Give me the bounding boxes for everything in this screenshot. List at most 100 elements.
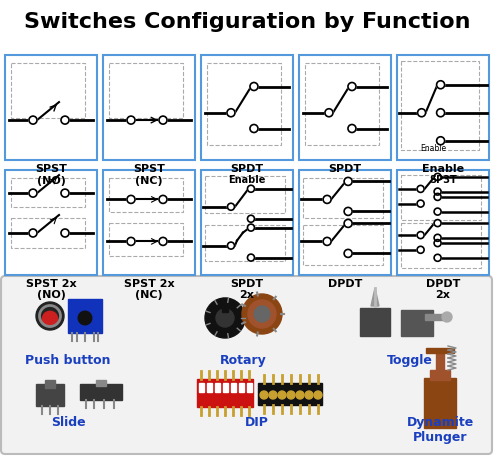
Circle shape	[434, 188, 441, 195]
Bar	[11, 63, 85, 117]
Circle shape	[36, 302, 64, 330]
Text: SPDT: SPDT	[231, 164, 263, 174]
Text: Push button: Push button	[25, 354, 111, 367]
Bar	[207, 63, 281, 145]
Circle shape	[344, 207, 352, 215]
Circle shape	[418, 109, 426, 117]
Circle shape	[127, 237, 135, 245]
Circle shape	[442, 312, 452, 322]
Bar	[11, 218, 85, 248]
Circle shape	[248, 300, 276, 328]
Bar	[201, 55, 293, 160]
Bar	[103, 170, 195, 275]
Circle shape	[437, 137, 445, 145]
Circle shape	[61, 116, 69, 124]
Circle shape	[417, 186, 424, 192]
FancyBboxPatch shape	[1, 276, 492, 454]
Circle shape	[269, 391, 277, 399]
Bar	[397, 170, 489, 275]
Text: Rotary: Rotary	[220, 354, 266, 367]
Bar	[207, 383, 212, 392]
Bar	[197, 379, 253, 407]
Circle shape	[242, 294, 282, 334]
Bar	[436, 350, 444, 372]
Circle shape	[248, 254, 254, 261]
Circle shape	[417, 246, 424, 253]
Bar	[401, 310, 433, 336]
Circle shape	[296, 391, 304, 399]
Bar	[109, 223, 183, 256]
Text: SPDT: SPDT	[329, 164, 361, 174]
Circle shape	[323, 237, 331, 245]
Circle shape	[305, 391, 313, 399]
Text: 2x: 2x	[436, 290, 450, 300]
Circle shape	[78, 311, 92, 325]
Circle shape	[434, 220, 441, 227]
Bar	[430, 370, 450, 380]
Circle shape	[348, 124, 356, 133]
Bar	[397, 55, 489, 160]
Circle shape	[344, 250, 352, 257]
Bar	[231, 383, 236, 392]
Text: SPST
(NC): SPST (NC)	[133, 164, 165, 186]
Circle shape	[348, 83, 356, 90]
Circle shape	[417, 200, 424, 207]
Circle shape	[159, 237, 167, 245]
Circle shape	[278, 391, 286, 399]
Bar	[299, 55, 391, 160]
Bar	[215, 383, 220, 392]
Bar	[68, 299, 102, 333]
Bar	[205, 224, 285, 261]
Bar	[424, 378, 456, 428]
Bar	[223, 383, 228, 392]
Bar	[96, 380, 106, 386]
Bar	[5, 170, 97, 275]
Bar	[109, 178, 183, 212]
Circle shape	[254, 306, 270, 322]
Text: Slide: Slide	[50, 416, 85, 429]
Text: Enable: Enable	[228, 175, 266, 185]
Circle shape	[127, 116, 135, 124]
Circle shape	[205, 298, 245, 338]
Circle shape	[437, 81, 445, 89]
Circle shape	[248, 185, 254, 192]
Bar	[11, 178, 85, 207]
Circle shape	[228, 242, 235, 249]
Bar	[258, 383, 322, 405]
Circle shape	[29, 229, 37, 237]
Text: Dynamite
Plunger: Dynamite Plunger	[406, 416, 474, 444]
Circle shape	[228, 203, 235, 210]
Circle shape	[248, 224, 254, 231]
Bar	[247, 383, 252, 392]
Text: SPDT: SPDT	[231, 279, 263, 289]
Bar	[80, 384, 122, 400]
Text: SP3T: SP3T	[429, 175, 457, 185]
Text: SPST
(NO): SPST (NO)	[35, 164, 67, 186]
Bar	[303, 224, 383, 265]
Circle shape	[434, 173, 441, 181]
Circle shape	[323, 196, 331, 203]
Bar	[425, 314, 447, 320]
Circle shape	[29, 189, 37, 197]
Bar	[305, 63, 379, 145]
Circle shape	[437, 109, 445, 117]
Circle shape	[127, 196, 135, 203]
Bar	[103, 55, 195, 160]
Bar	[401, 223, 481, 268]
Bar	[360, 308, 390, 336]
Circle shape	[287, 391, 295, 399]
Bar	[303, 178, 383, 218]
Circle shape	[417, 232, 424, 239]
Text: Switches Configuration by Function: Switches Configuration by Function	[24, 12, 470, 32]
Bar	[401, 61, 479, 150]
Bar	[199, 383, 204, 392]
Bar	[401, 175, 481, 220]
Circle shape	[227, 109, 235, 117]
Bar	[222, 298, 228, 312]
Circle shape	[29, 116, 37, 124]
Circle shape	[434, 254, 441, 261]
Circle shape	[260, 391, 268, 399]
Bar	[426, 348, 454, 353]
Circle shape	[434, 234, 441, 241]
Circle shape	[216, 309, 234, 327]
